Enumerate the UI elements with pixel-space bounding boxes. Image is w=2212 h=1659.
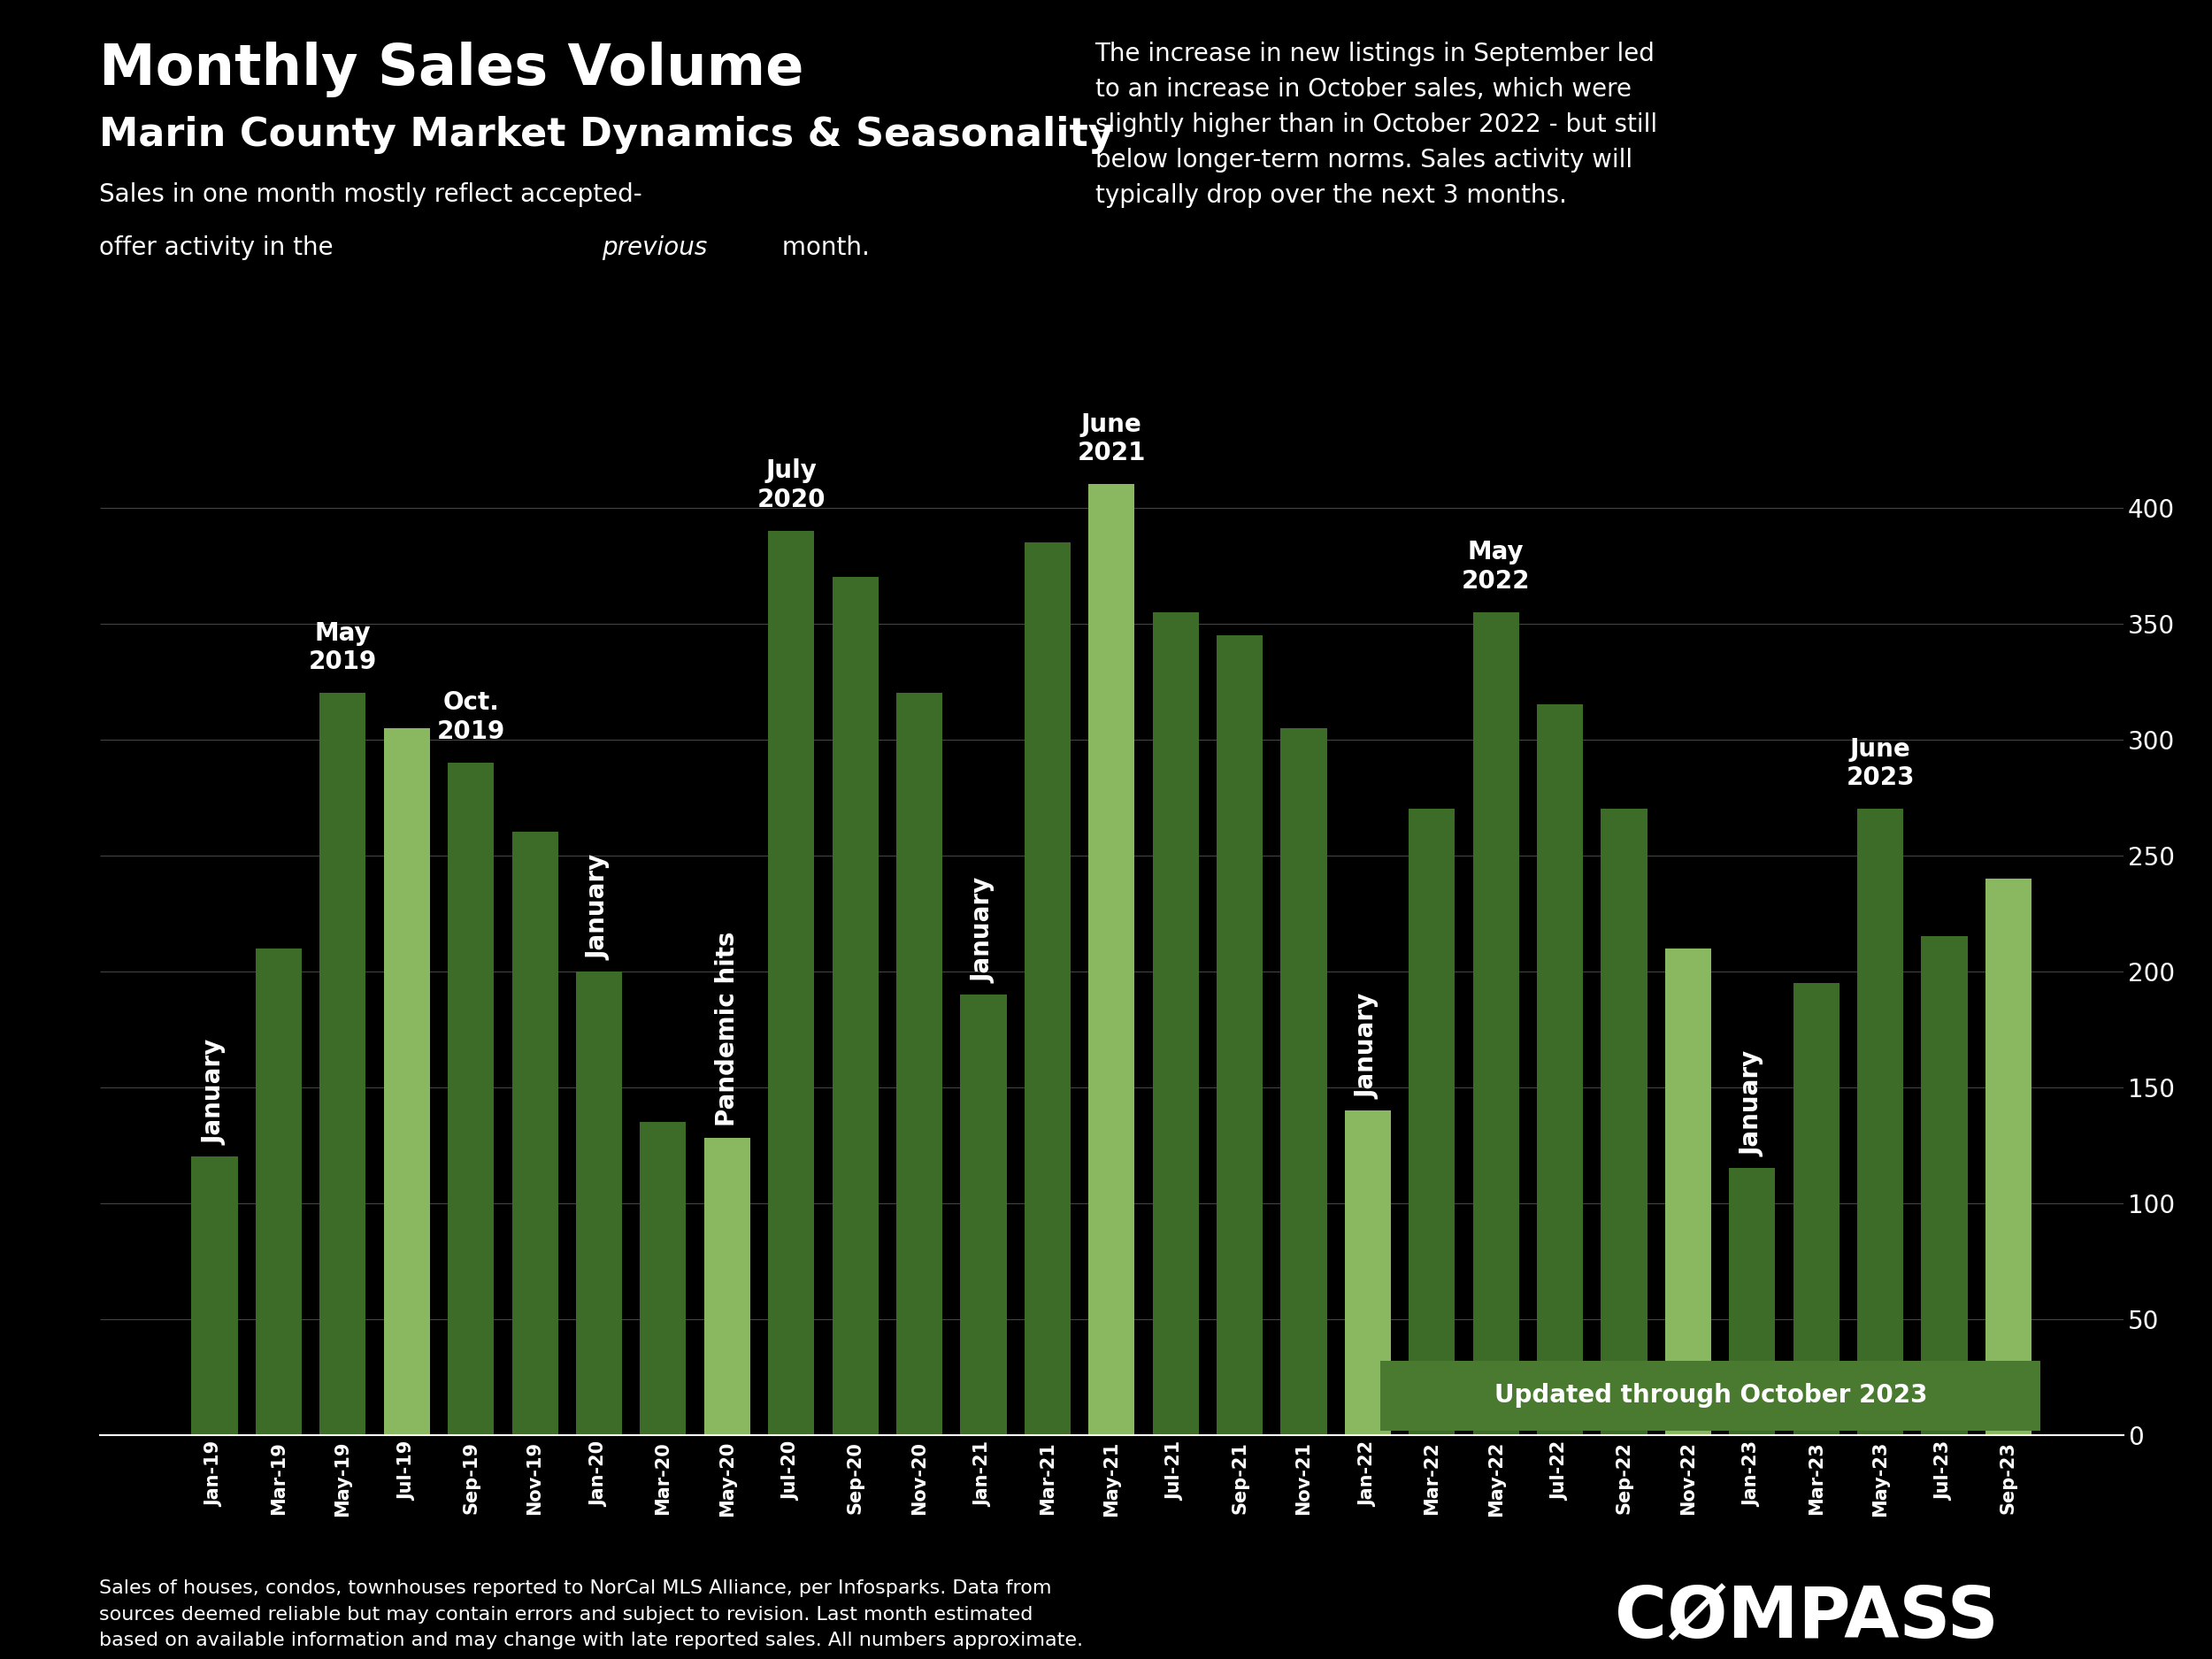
Bar [896, 693, 942, 1435]
Bar [511, 833, 557, 1435]
Bar [1922, 936, 1966, 1435]
Bar [1217, 635, 1263, 1435]
Text: Monthly Sales Volume: Monthly Sales Volume [100, 41, 805, 98]
Bar [639, 1121, 686, 1435]
Bar [1473, 612, 1520, 1435]
Text: May
2022: May 2022 [1462, 539, 1531, 594]
Text: Updated through October 2023: Updated through October 2023 [1493, 1384, 1927, 1408]
Text: January: January [201, 1040, 228, 1145]
Bar [383, 728, 429, 1435]
Bar [832, 577, 878, 1435]
Text: July
2020: July 2020 [757, 458, 825, 513]
Text: June
2023: June 2023 [1847, 737, 1916, 790]
Text: June
2021: June 2021 [1077, 413, 1146, 466]
Bar [1794, 982, 1840, 1435]
Bar [1024, 542, 1071, 1435]
Bar [321, 693, 365, 1435]
Bar [960, 994, 1006, 1435]
Bar [575, 971, 622, 1435]
Text: previous: previous [602, 236, 708, 260]
Text: May
2019: May 2019 [307, 620, 376, 675]
Text: offer activity in the: offer activity in the [100, 236, 341, 260]
Bar [257, 947, 301, 1435]
Text: January: January [1356, 994, 1380, 1098]
Text: month.: month. [774, 236, 869, 260]
Bar [768, 531, 814, 1435]
Bar [192, 1156, 237, 1435]
Text: Marin County Market Dynamics & Seasonality: Marin County Market Dynamics & Seasonali… [100, 116, 1115, 154]
Bar [1537, 705, 1584, 1435]
Bar [1152, 612, 1199, 1435]
Text: CØMPASS: CØMPASS [1615, 1584, 2000, 1654]
Bar [1986, 879, 2031, 1435]
Text: Sales of houses, condos, townhouses reported to NorCal MLS Alliance, per Infospa: Sales of houses, condos, townhouses repo… [100, 1579, 1084, 1649]
Bar [1088, 484, 1135, 1435]
Text: Sales in one month mostly reflect accepted-: Sales in one month mostly reflect accept… [100, 182, 644, 207]
Bar [1666, 947, 1712, 1435]
Text: January: January [1741, 1052, 1765, 1156]
FancyBboxPatch shape [1380, 1360, 2039, 1430]
Text: The increase in new listings in September led
to an increase in October sales, w: The increase in new listings in Septembe… [1095, 41, 1657, 207]
Bar [703, 1138, 750, 1435]
Text: Oct.
2019: Oct. 2019 [436, 690, 504, 743]
Text: January: January [971, 878, 995, 982]
Bar [1601, 810, 1648, 1435]
Text: January: January [586, 854, 611, 959]
Bar [1345, 1110, 1391, 1435]
Bar [1409, 810, 1455, 1435]
Bar [447, 763, 493, 1435]
Text: Pandemic hits: Pandemic hits [714, 932, 739, 1126]
Bar [1730, 1168, 1776, 1435]
Bar [1281, 728, 1327, 1435]
Bar [1858, 810, 1902, 1435]
